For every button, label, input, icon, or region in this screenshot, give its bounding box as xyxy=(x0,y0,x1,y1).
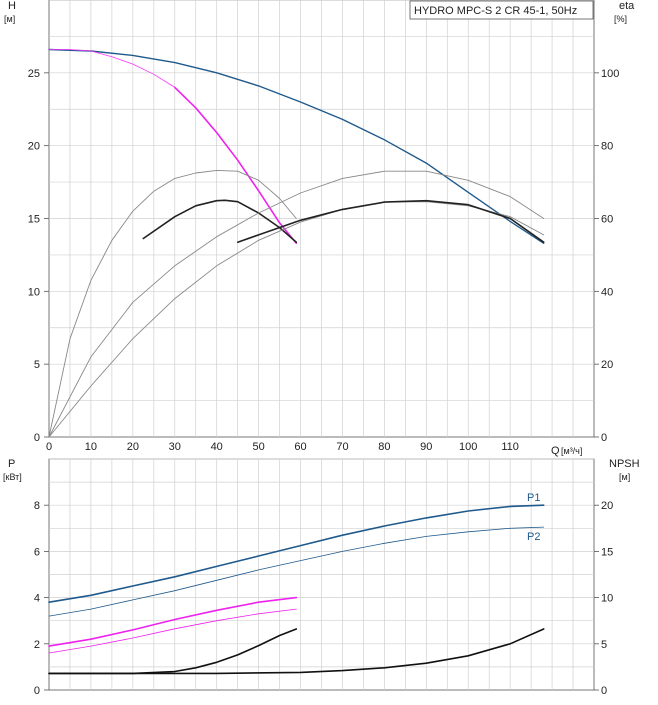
top-curve-1 xyxy=(48,49,176,88)
top-y-tick-label: 5 xyxy=(34,359,40,371)
top-y2-tick-label: 60 xyxy=(601,214,613,226)
bottom-y-tick-label: 2 xyxy=(34,639,40,651)
top-y2-tick-label: 0 xyxy=(601,432,607,444)
top-curve-2 xyxy=(174,86,298,245)
p1-label: P1 xyxy=(527,492,540,504)
bottom-y2-tick-label: 10 xyxy=(601,593,613,605)
bottom-y-unit: [кВт] xyxy=(3,472,22,482)
bottom-y-label: P xyxy=(8,458,15,470)
bottom-curve-0-p1 xyxy=(48,504,545,604)
bottom-y2-unit: [м] xyxy=(619,472,630,482)
title-box xyxy=(409,0,594,20)
bottom-y-tick-label: 0 xyxy=(34,685,40,697)
top-curve-7 xyxy=(236,199,545,243)
x-tick-label: 30 xyxy=(169,441,181,453)
top-y-tick-label: 25 xyxy=(28,68,40,80)
x-tick-label: 0 xyxy=(46,441,52,453)
p2-label: P2 xyxy=(527,531,540,543)
bottom-y2-tick-label: 20 xyxy=(601,500,613,512)
x-axis-unit: [м³/ч] xyxy=(561,446,582,456)
x-tick-label: 60 xyxy=(294,441,306,453)
bottom-y2-label: NPSH xyxy=(609,458,640,470)
top-y-tick-label: 0 xyxy=(34,432,40,444)
top-y2-tick-label: 100 xyxy=(601,68,619,80)
top-y2-tick-label: 20 xyxy=(601,359,613,371)
bottom-curve-5 xyxy=(48,628,545,675)
top-y-tick-label: 10 xyxy=(28,286,40,298)
x-tick-label: 50 xyxy=(252,441,264,453)
bottom-y-tick-label: 4 xyxy=(34,593,40,605)
top-y2-tick-label: 40 xyxy=(601,286,613,298)
x-tick-label: 100 xyxy=(459,441,477,453)
top-y-tick-label: 15 xyxy=(28,214,40,226)
top-curve-3 xyxy=(48,169,297,438)
bottom-curve-1-p2 xyxy=(48,526,545,617)
bottom-y-tick-label: 6 xyxy=(34,546,40,558)
x-tick-label: 110 xyxy=(501,441,519,453)
bottom-y-tick-label: 8 xyxy=(34,500,40,512)
bottom-y2-tick-label: 0 xyxy=(601,685,607,697)
top-y-label: H xyxy=(8,0,16,12)
x-tick-label: 10 xyxy=(85,441,97,453)
bottom-curve-3 xyxy=(48,608,297,654)
bottom-y2-tick-label: 15 xyxy=(601,546,613,558)
top-curve-0 xyxy=(48,48,545,245)
top-y2-unit: [%] xyxy=(614,14,627,24)
top-y2-tick-label: 80 xyxy=(601,141,613,153)
bottom-curve-2 xyxy=(48,596,298,647)
bottom-y2-tick-label: 5 xyxy=(601,639,607,651)
x-tick-label: 90 xyxy=(420,441,432,453)
top-curve-5 xyxy=(48,170,545,438)
top-y-unit: [м] xyxy=(4,14,15,24)
x-tick-label: 80 xyxy=(378,441,390,453)
curves xyxy=(48,48,545,675)
x-tick-label: 70 xyxy=(336,441,348,453)
x-tick-label: 20 xyxy=(127,441,139,453)
x-axis-label: Q xyxy=(551,445,560,457)
grid xyxy=(49,0,594,690)
x-tick-label: 40 xyxy=(211,441,223,453)
top-y-tick-label: 20 xyxy=(28,141,40,153)
chart-title: HYDRO MPC-S 2 CR 45-1, 50Hz xyxy=(414,5,577,17)
top-curve-6 xyxy=(48,201,545,438)
top-curve-4 xyxy=(142,199,298,243)
top-y2-label: eta xyxy=(619,0,635,12)
